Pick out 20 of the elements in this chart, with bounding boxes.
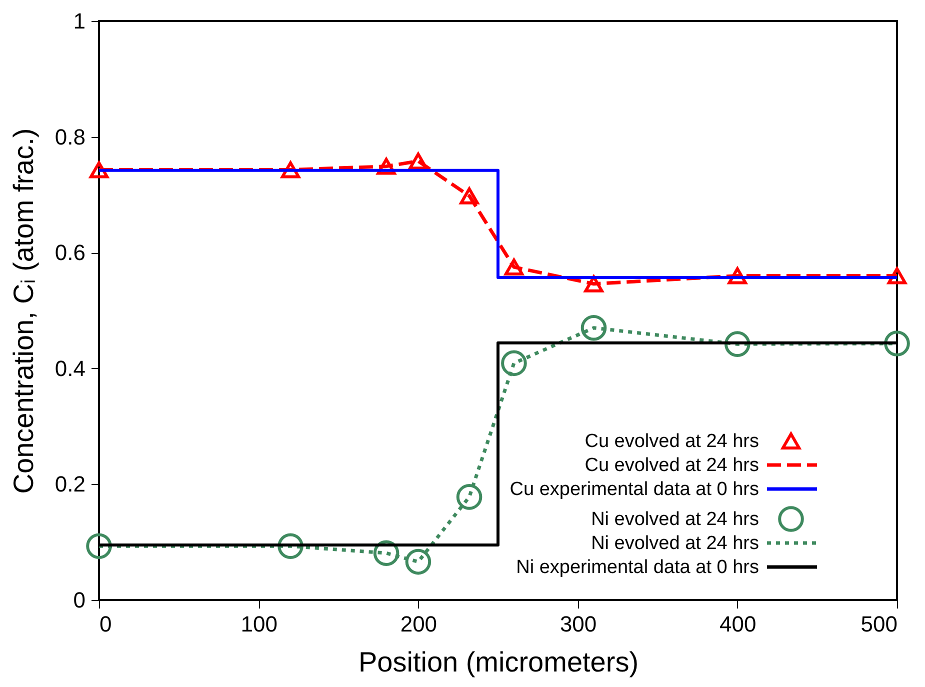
y-tick-label: 0.2 [54,472,86,497]
x-tick-label: 300 [560,612,597,636]
legend-label: Cu experimental data at 0 hrs [510,479,759,500]
legend-label: Ni evolved at 24 hrs [591,533,759,554]
x-tick-label: 100 [240,612,278,636]
y-tick-label: 0.6 [54,240,86,266]
y-axis-title: Concentration, Cᵢ (atom frac.) [8,128,39,494]
x-tick-label: 400 [720,612,756,636]
legend-label: Cu evolved at 24 hrs [584,455,759,476]
legend-label: Cu evolved at 24 hrs [584,431,759,452]
y-tick-label: 0.4 [54,356,86,381]
legend-label: Ni experimental data at 0 hrs [516,557,759,578]
y-tick-label: 0.8 [54,124,86,150]
x-axis-title: Position (micrometers) [358,646,639,678]
y-tick-label: 0 [73,588,86,612]
y-tick-label: 1 [73,8,86,34]
x-tick-label: 0 [100,612,112,636]
legend-label: Ni evolved at 24 hrs [591,509,759,530]
x-tick-label: 200 [400,612,438,636]
x-tick-label: 500 [860,612,898,636]
